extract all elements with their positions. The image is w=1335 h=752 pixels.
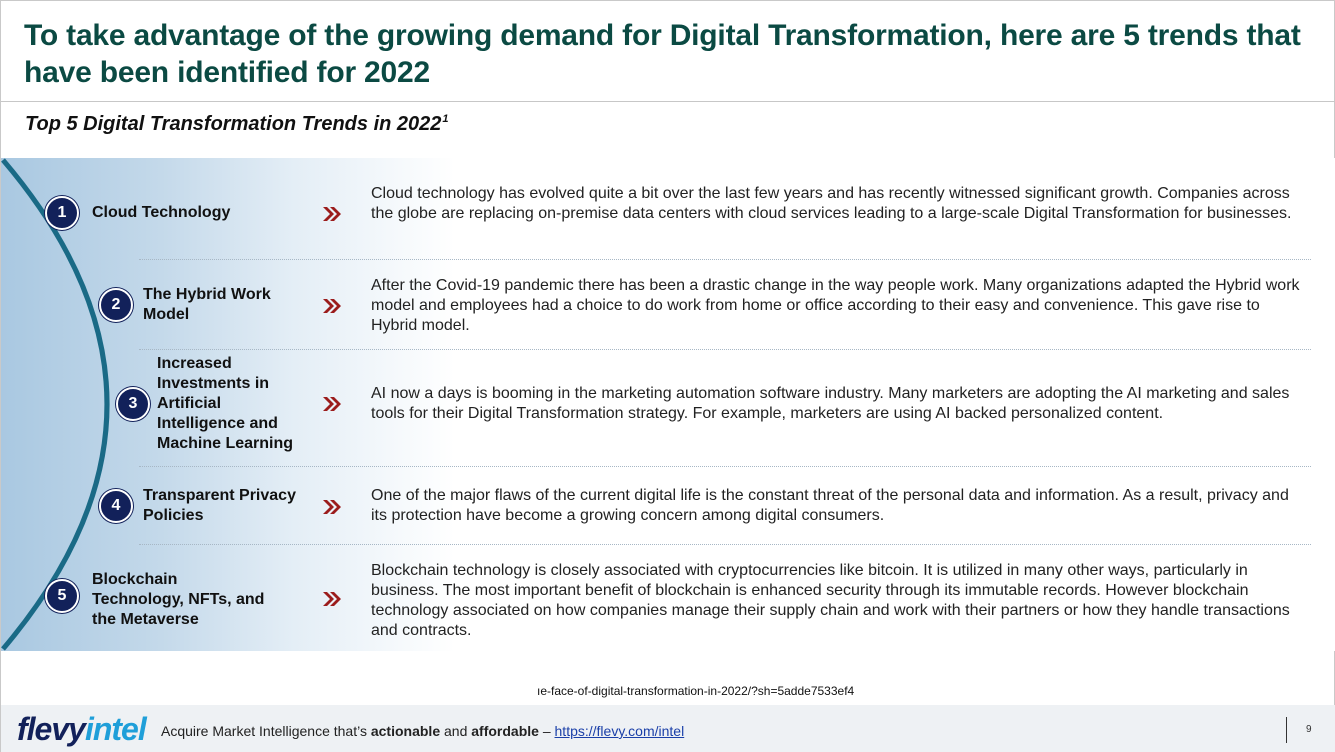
- footer: flevyintel Acquire Market Intelligence t…: [1, 705, 1335, 752]
- trend-label: Transparent Privacy Policies: [143, 487, 296, 524]
- flevyintel-logo: flevyintel: [17, 711, 147, 747]
- trend-number-badge: 3: [116, 387, 150, 421]
- row-divider: [139, 259, 1311, 260]
- tagline-mid: and: [440, 723, 472, 739]
- row-divider: [139, 466, 1311, 467]
- title-divider: [1, 101, 1335, 102]
- subtitle-text: Top 5 Digital Transformation Trends in 2…: [25, 113, 442, 135]
- chevron-right-icon: [323, 207, 341, 221]
- trend-label: Increased Investments in Artificial Inte…: [157, 355, 294, 452]
- tagline-actionable: actionable: [370, 723, 441, 739]
- flevy-intel-link[interactable]: https://flevy.com/intel: [554, 723, 685, 739]
- chevron-right-icon: [323, 299, 341, 313]
- tagline-dash: –: [538, 723, 555, 739]
- trend-description: Cloud technology has evolved quite a bit…: [371, 185, 1292, 222]
- trend-number-badge: 2: [99, 288, 133, 322]
- section-subtitle: Top 5 Digital Transformation Trends in 2…: [25, 113, 449, 136]
- logo-part-intel: intel: [84, 711, 147, 747]
- trend-number-badge: 5: [45, 579, 79, 613]
- trend-description: Blockchain technology is closely associa…: [371, 562, 1290, 639]
- trends-band: [1, 158, 1335, 651]
- chevron-right-icon: [323, 397, 341, 411]
- row-divider: [139, 544, 1311, 545]
- tagline-prefix: Acquire Market Intelligence that’s: [161, 723, 371, 739]
- footnote-marker: 1: [442, 113, 449, 125]
- trend-description: After the Covid-19 pandemic there has be…: [371, 277, 1300, 334]
- chevron-right-icon: [323, 592, 341, 606]
- chevron-right-icon: [323, 500, 341, 514]
- trend-label: Cloud Technology: [92, 204, 231, 221]
- source-url-fragment: ıe-face-of-digital-transformation-in-202…: [537, 684, 855, 698]
- trend-description: AI now a days is booming in the marketin…: [371, 385, 1290, 422]
- trend-description: One of the major flaws of the current di…: [371, 487, 1289, 524]
- trend-number-badge: 1: [45, 196, 79, 230]
- trend-label: The Hybrid Work Model: [143, 286, 271, 323]
- trend-label: Blockchain Technology, NFTs, and the Met…: [92, 571, 265, 628]
- tagline-affordable: affordable: [471, 723, 539, 739]
- page-number: 9: [1306, 724, 1312, 735]
- logo-part-flevy: flevy: [17, 711, 86, 747]
- footer-tagline: Acquire Market Intelligence that’s actio…: [161, 723, 684, 739]
- page-title: To take advantage of the growing demand …: [24, 19, 1301, 89]
- trend-number-badge: 4: [99, 489, 133, 523]
- footer-divider: [1286, 717, 1287, 743]
- row-divider: [139, 349, 1311, 350]
